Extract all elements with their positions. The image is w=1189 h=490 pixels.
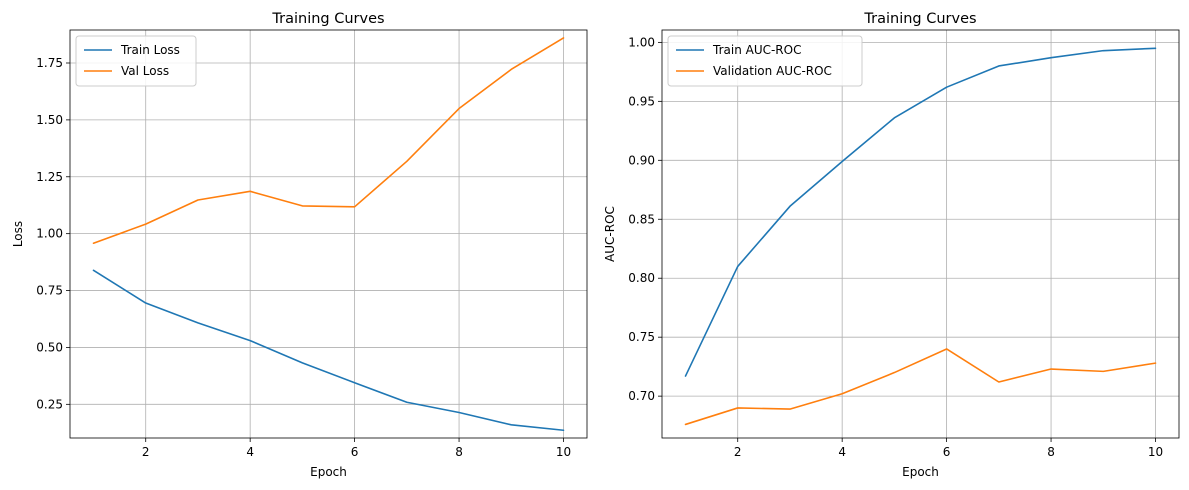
x-tick-label: 4	[246, 445, 254, 459]
x-tick-label: 10	[556, 445, 571, 459]
y-tick-label: 1.75	[36, 56, 63, 70]
y-tick-label: 0.70	[628, 389, 655, 403]
y-tick-label: 0.95	[628, 94, 655, 108]
x-tick-label: 4	[838, 445, 846, 459]
y-tick-label: 0.50	[36, 340, 63, 354]
legend-label: Train Loss	[120, 43, 180, 57]
chart-title: Training Curves	[863, 11, 976, 27]
chart-title: Training Curves	[271, 11, 384, 27]
x-axis-label: Epoch	[310, 465, 347, 479]
y-tick-label: 0.85	[628, 212, 655, 226]
y-axis-label: Loss	[11, 221, 25, 247]
y-tick-label: 1.00	[36, 227, 63, 241]
charts-container: 2 4 6 8 10 0.25 0.50 0.75 1.00 1.25 1.50 1.75 Traini…	[11, 11, 1180, 479]
y-axis-label: AUC-ROC	[603, 206, 617, 262]
series-line-train-loss	[92, 269, 565, 432]
legend: Train Loss Val Loss	[75, 35, 197, 87]
y-tick-label: 0.80	[628, 271, 655, 285]
y-tick-label: 1.25	[36, 170, 63, 184]
series-line-val-loss	[92, 37, 565, 245]
x-tick-label: 8	[1047, 445, 1055, 459]
legend-label: Val Loss	[121, 64, 169, 78]
x-tick-label: 2	[734, 445, 742, 459]
y-tick-label: 1.00	[628, 35, 655, 49]
y-tick-label: 0.25	[36, 397, 63, 411]
series-line-train-auc-roc	[684, 47, 1157, 377]
y-tick-label: 0.75	[36, 284, 63, 298]
x-tick-label: 6	[943, 445, 951, 459]
legend-label: Train AUC-ROC	[712, 43, 801, 57]
legend-label: Validation AUC-ROC	[713, 64, 832, 78]
chart-panel-1: 2 4 6 8 10 0.25 0.50 0.75 1.00 1.25 1.50 1.75 Traini…	[11, 11, 588, 479]
axes-frame	[661, 29, 1180, 439]
y-tick-label: 1.50	[36, 113, 63, 127]
legend-box	[75, 35, 197, 87]
legend: Train AUC-ROC Validation AUC-ROC	[667, 35, 863, 87]
chart-panel-2: 2 4 6 8 10 0.70 0.75 0.80 0.85 0.90 0.95 1.00 Traini…	[603, 11, 1180, 479]
y-tick-label: 0.90	[628, 153, 655, 167]
x-axis-label: Epoch	[902, 465, 939, 479]
series-line-validation-auc-roc	[684, 348, 1157, 426]
y-tick-label: 0.75	[628, 330, 655, 344]
x-tick-label: 10	[1148, 445, 1163, 459]
x-tick-label: 6	[351, 445, 359, 459]
x-tick-label: 8	[455, 445, 463, 459]
x-tick-label: 2	[142, 445, 150, 459]
legend-box	[667, 35, 863, 87]
